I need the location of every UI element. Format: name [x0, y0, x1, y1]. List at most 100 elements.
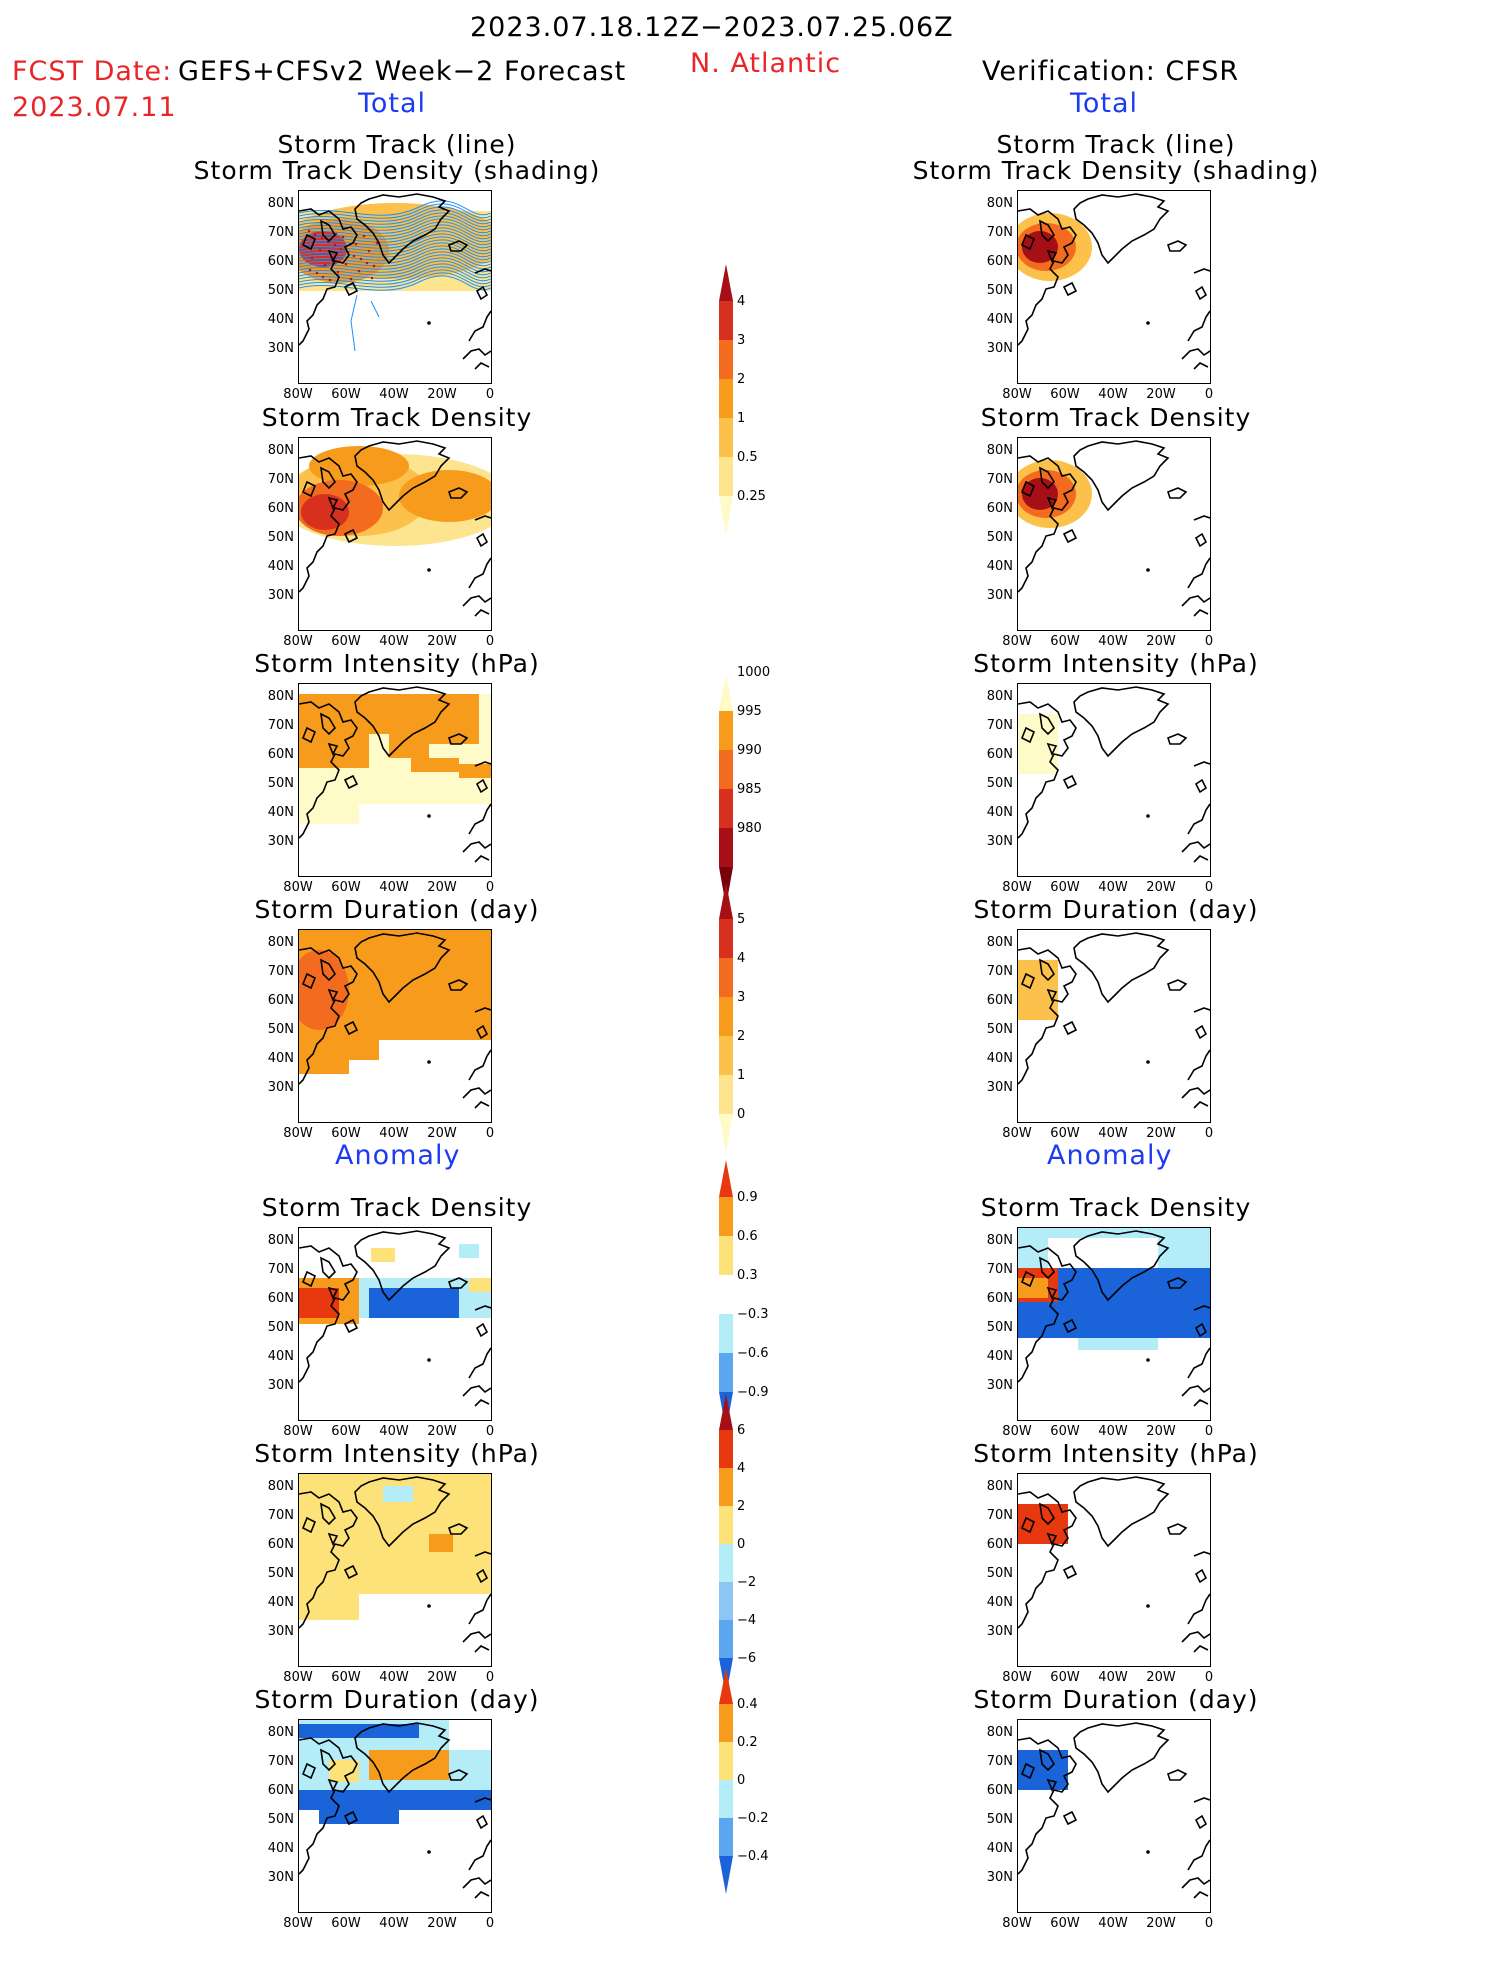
lon-tick-label: 0 — [485, 634, 495, 649]
lat-tick-label: 50N — [267, 1022, 294, 1037]
lat-tick-label: 40N — [986, 1349, 1013, 1364]
colorbar-label: 1 — [737, 411, 746, 426]
section-total-right: Total — [1070, 88, 1139, 119]
lon-tick-label: 80W — [283, 1424, 313, 1439]
lat-tick-label: 40N — [986, 559, 1013, 574]
colorbar-label: 3 — [737, 333, 746, 348]
colorbar-label: 3 — [737, 990, 746, 1005]
panel-title: Storm Intensity (hPa) — [973, 649, 1259, 678]
lat-tick-label: 50N — [267, 1566, 294, 1581]
colorbar-label: 2 — [737, 1029, 746, 1044]
panel-title: Storm Track Density — [261, 403, 533, 432]
colorbar-label: 995 — [737, 704, 762, 719]
map-panel — [298, 929, 492, 1123]
lat-tick-label: 70N — [986, 1262, 1013, 1277]
colorbar-label: 1000 — [737, 665, 771, 680]
lat-tick-label: 60N — [986, 254, 1013, 269]
lat-tick-label: 30N — [267, 1378, 294, 1393]
lon-tick-label: 60W — [331, 1916, 361, 1931]
colorbar-label: 4 — [737, 951, 746, 966]
lon-tick-label: 0 — [1204, 387, 1214, 402]
lat-tick-label: 50N — [267, 1812, 294, 1827]
colorbar-label: 0.2 — [737, 1735, 758, 1750]
lat-tick-label: 70N — [986, 1754, 1013, 1769]
panel-subtitle: Storm Track Density (shading) — [912, 156, 1320, 185]
lon-tick-label: 60W — [331, 1126, 361, 1141]
lon-tick-label: 40W — [379, 1916, 409, 1931]
lat-tick-label: 50N — [986, 1566, 1013, 1581]
colorbar-label: 990 — [737, 743, 762, 758]
lat-tick-label: 30N — [986, 588, 1013, 603]
panel-subtitle: Storm Track Density (shading) — [193, 156, 601, 185]
lat-tick-label: 30N — [267, 588, 294, 603]
lat-tick-label: 40N — [267, 805, 294, 820]
section-anomaly-left: Anomaly — [335, 1140, 461, 1171]
lat-tick-label: 30N — [267, 1624, 294, 1639]
lat-tick-label: 80N — [986, 1233, 1013, 1248]
map-panel — [298, 1719, 492, 1913]
lat-tick-label: 50N — [986, 1320, 1013, 1335]
lat-tick-label: 70N — [267, 718, 294, 733]
map-panel — [298, 437, 492, 631]
colorbar-label: 0 — [737, 1107, 746, 1122]
lon-tick-label: 60W — [1050, 387, 1080, 402]
lon-tick-label: 0 — [485, 387, 495, 402]
map-panel — [298, 1473, 492, 1667]
colorbar-density — [719, 264, 733, 535]
lat-tick-label: 30N — [986, 1624, 1013, 1639]
lon-tick-label: 80W — [283, 1126, 313, 1141]
map-panel — [1017, 190, 1211, 384]
lat-tick-label: 50N — [986, 776, 1013, 791]
colorbar-intensity — [719, 674, 733, 906]
lon-tick-label: 0 — [485, 1424, 495, 1439]
lat-tick-label: 60N — [986, 1783, 1013, 1798]
colorbar-label: −6 — [737, 1651, 757, 1666]
colorbar-label: 985 — [737, 782, 762, 797]
lon-tick-label: 40W — [379, 634, 409, 649]
lat-tick-label: 40N — [267, 1349, 294, 1364]
lon-tick-label: 80W — [283, 1916, 313, 1931]
lat-tick-label: 60N — [267, 501, 294, 516]
colorbar-label: 2 — [737, 372, 746, 387]
lon-tick-label: 60W — [331, 387, 361, 402]
lat-tick-label: 40N — [267, 312, 294, 327]
lat-tick-label: 50N — [986, 530, 1013, 545]
lat-tick-label: 50N — [986, 283, 1013, 298]
colorbar-label: −0.9 — [737, 1385, 769, 1400]
panel-title: Storm Duration (day) — [254, 1685, 540, 1714]
lat-tick-label: 80N — [986, 935, 1013, 950]
colorbar-label: −0.6 — [737, 1346, 769, 1361]
lat-tick-label: 40N — [267, 1595, 294, 1610]
lat-tick-label: 40N — [986, 1595, 1013, 1610]
lon-tick-label: 40W — [379, 880, 409, 895]
lon-tick-label: 0 — [1204, 1424, 1214, 1439]
lat-tick-label: 30N — [267, 1870, 294, 1885]
lat-tick-label: 30N — [986, 341, 1013, 356]
lat-tick-label: 70N — [267, 1262, 294, 1277]
lon-tick-label: 40W — [1098, 1126, 1128, 1141]
lat-tick-label: 70N — [267, 1508, 294, 1523]
lat-tick-label: 40N — [267, 1841, 294, 1856]
colorbar-anom_duration — [719, 1668, 733, 1894]
lon-tick-label: 60W — [1050, 1670, 1080, 1685]
lat-tick-label: 60N — [986, 1537, 1013, 1552]
lat-tick-label: 80N — [986, 1725, 1013, 1740]
lon-tick-label: 80W — [283, 634, 313, 649]
lat-tick-label: 80N — [267, 1233, 294, 1248]
lon-tick-label: 60W — [331, 634, 361, 649]
panel-title: Storm Intensity (hPa) — [254, 649, 540, 678]
colorbar-label: −2 — [737, 1575, 757, 1590]
lat-tick-label: 30N — [986, 1378, 1013, 1393]
colorbar-label: −0.3 — [737, 1307, 769, 1322]
lon-tick-label: 60W — [331, 1670, 361, 1685]
lat-tick-label: 40N — [986, 1051, 1013, 1066]
colorbar-label: 4 — [737, 294, 746, 309]
panel-title: Storm Track (line) — [996, 130, 1236, 159]
lat-tick-label: 30N — [267, 834, 294, 849]
lon-tick-label: 40W — [379, 387, 409, 402]
lon-tick-label: 0 — [1204, 1670, 1214, 1685]
panel-title: Storm Duration (day) — [254, 895, 540, 924]
lon-tick-label: 0 — [1204, 1916, 1214, 1931]
lon-tick-label: 0 — [485, 1126, 495, 1141]
lat-tick-label: 70N — [986, 718, 1013, 733]
